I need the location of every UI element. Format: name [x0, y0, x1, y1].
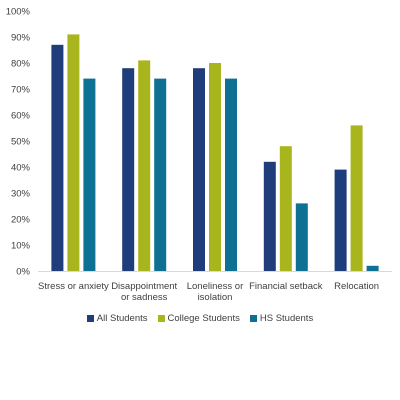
x-tick-label: Disappointment or sadness: [111, 281, 177, 303]
x-tick-label: Loneliness or isolation: [187, 281, 244, 303]
x-tick-label: Stress or anxiety: [38, 281, 109, 292]
bar-college-students: [67, 34, 80, 272]
legend-swatch: [157, 315, 165, 322]
bar-hs-students: [366, 265, 379, 271]
bar-chart: 0% 10% 20% 30% 40% 50% 60% 70% 80% 90% 100% Stress…: [6, 7, 392, 303]
bar-all-students: [51, 44, 64, 271]
y-tick-label: 100%: [6, 7, 31, 18]
y-tick-label: 10%: [11, 241, 31, 252]
bar-college-students: [279, 146, 292, 271]
bars: [51, 34, 379, 272]
legend-item: HS Students: [249, 313, 314, 324]
y-tick-label: 30%: [11, 189, 31, 200]
y-tick-label: 40%: [11, 163, 31, 174]
x-tick-label: Relocation: [334, 281, 379, 292]
y-tick-label: 20%: [11, 215, 31, 226]
legend-item: All Students: [86, 313, 148, 324]
y-tick-label: 0%: [16, 267, 30, 278]
y-tick-label: 50%: [11, 137, 31, 148]
bar-hs-students: [295, 203, 308, 271]
bar-college-students: [209, 63, 221, 271]
bar-college-students: [350, 125, 363, 272]
bar-college-students: [138, 60, 151, 272]
legend-label: HS Students: [259, 313, 314, 324]
y-tick-label: 70%: [11, 85, 31, 96]
y-tick-label: 60%: [11, 111, 31, 122]
bar-all-students: [122, 68, 135, 271]
bar-all-students: [263, 161, 276, 271]
bar-all-students: [193, 68, 205, 271]
bar-hs-students: [83, 78, 96, 271]
legend-label: College Students: [167, 313, 240, 324]
legend-swatch: [249, 315, 257, 322]
bar-hs-students: [154, 78, 167, 271]
legend: All Students College Students HS Students: [0, 313, 400, 324]
bar-all-students: [334, 169, 347, 271]
y-axis: 0% 10% 20% 30% 40% 50% 60% 70% 80% 90% 100%: [6, 7, 31, 278]
legend-item: College Students: [157, 313, 240, 324]
y-tick-label: 90%: [11, 33, 31, 44]
y-tick-label: 80%: [11, 59, 31, 70]
x-axis: Stress or anxiety Disappointment or sadnes…: [38, 281, 379, 303]
x-tick-label: Financial setback: [249, 281, 323, 292]
legend-swatch: [86, 315, 94, 322]
bar-hs-students: [225, 78, 237, 271]
legend-label: All Students: [96, 313, 148, 324]
